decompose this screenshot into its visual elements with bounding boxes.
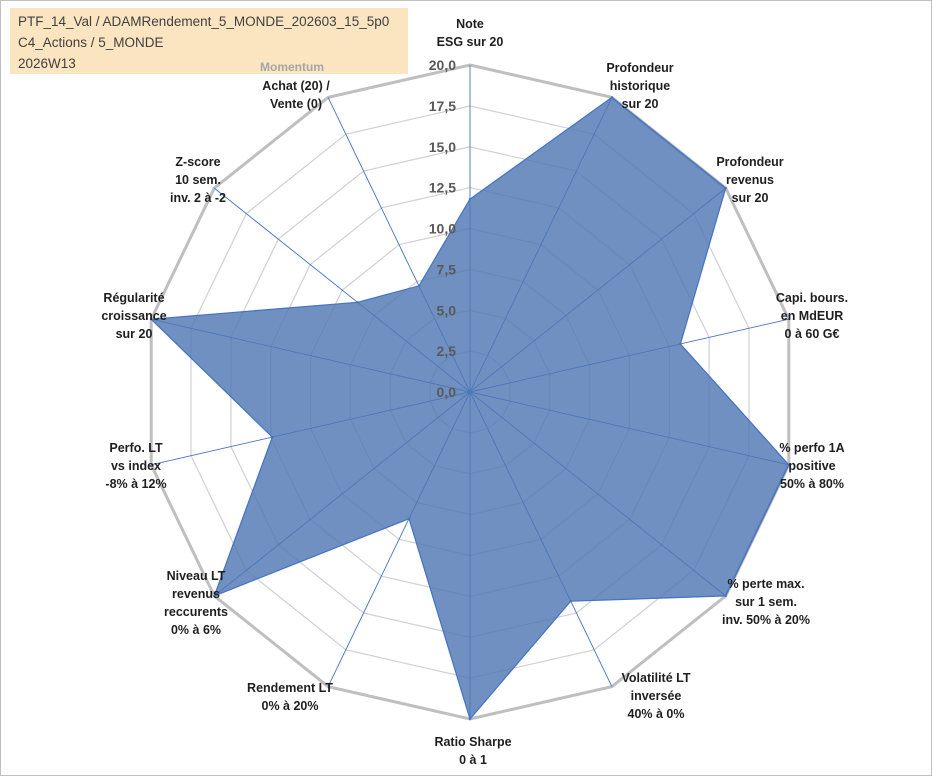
radar-tick-label: 12,5 bbox=[429, 180, 456, 196]
radar-axis-label: Volatilité LT inversée 40% à 0% bbox=[622, 671, 691, 721]
radar-axis-label: Profondeur revenus sur 20 bbox=[716, 155, 783, 205]
radar-axis-label: Note ESG sur 20 bbox=[437, 17, 504, 49]
asset-class-label: C4_Actions / 5_MONDE bbox=[18, 35, 164, 50]
portfolio-title: PTF_14_Val / ADAMRendement_5_MONDE_20260… bbox=[18, 14, 390, 29]
series-label: Momentum bbox=[260, 60, 324, 74]
radar-data-point bbox=[569, 600, 572, 603]
radar-axis-label: Capi. bours. en MdEUR 0 à 60 G€ bbox=[776, 291, 848, 341]
radar-tick-label: 15,0 bbox=[429, 139, 456, 155]
radar-axis-label: Niveau LT revenus reccurents 0% à 6% bbox=[164, 569, 228, 637]
radar-tick-label: 10,0 bbox=[429, 221, 456, 237]
radar-data-point bbox=[271, 435, 274, 439]
radar-tick-label: 2,5 bbox=[437, 343, 457, 359]
radar-axis-label: % perte max. sur 1 sem. inv. 50% à 20% bbox=[722, 577, 810, 627]
radar-axis-label: % perfo 1A positive 50% à 80% bbox=[779, 441, 844, 491]
radar-data-point bbox=[468, 197, 472, 201]
radar-tick-label: 0,0 bbox=[437, 384, 457, 400]
radar-data-point bbox=[150, 318, 153, 321]
info-box: PTF_14_Val / ADAMRendement_5_MONDE_20260… bbox=[10, 8, 408, 74]
radar-axis-label: Z-score 10 sem. inv. 2 à -2 bbox=[170, 155, 226, 205]
radar-axis-label: Régularité croissance sur 20 bbox=[101, 291, 166, 341]
radar-data-point bbox=[356, 301, 359, 304]
radar-data-point bbox=[787, 463, 790, 466]
radar-data-point bbox=[610, 96, 614, 99]
radar-data-point bbox=[724, 186, 727, 190]
radar-axis-label: Achat (20) / Vente (0) bbox=[262, 79, 330, 111]
week-label: 2026W13 bbox=[18, 56, 76, 71]
radar-tick-label: 17,5 bbox=[429, 98, 456, 114]
radar-data-point bbox=[468, 717, 472, 721]
radar-data-point bbox=[407, 517, 411, 520]
radar-data-point bbox=[213, 594, 216, 598]
radar-data-point bbox=[679, 342, 682, 346]
radar-tick-label: 20,0 bbox=[429, 57, 456, 73]
radar-tick-label: 5,0 bbox=[437, 302, 457, 318]
radar-axis-label: Ratio Sharpe 0 à 1 bbox=[434, 735, 511, 767]
radar-data-point bbox=[417, 284, 421, 288]
radar-axis-label: Rendement LT 0% à 20% bbox=[247, 681, 333, 713]
radar-axis-label: Profondeur historique sur 20 bbox=[606, 61, 673, 111]
radar-axis-label: Perfo. LT vs index -8% à 12% bbox=[105, 441, 166, 491]
radar-data-point bbox=[724, 594, 727, 598]
radar-tick-label: 7,5 bbox=[437, 261, 457, 277]
